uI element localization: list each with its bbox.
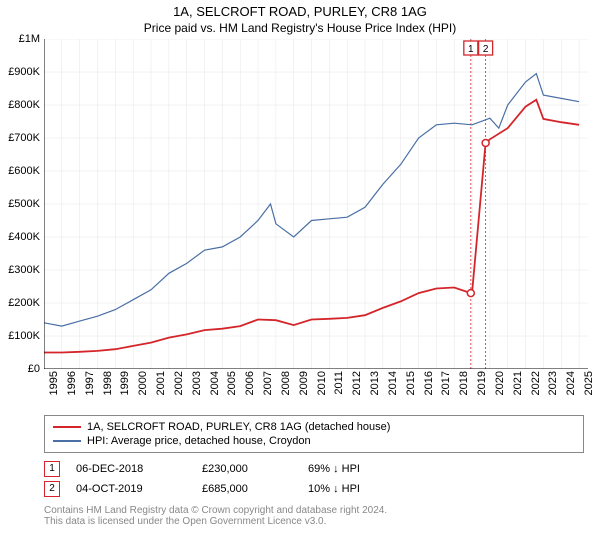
x-axis-label: 2007 <box>262 371 274 395</box>
x-axis-label: 2019 <box>476 371 488 395</box>
legend-swatch <box>53 440 81 442</box>
sale-row: 2 04-OCT-2019 £685,000 10% ↓ HPI <box>44 479 584 499</box>
x-axis-labels: 1995 1996 1997 1998 1999 2000 2001 2002 2003 2004… <box>44 369 588 409</box>
x-axis-label: 2025 <box>583 371 595 395</box>
x-axis-label: 2012 <box>351 371 363 395</box>
x-axis-label: 2006 <box>244 371 256 395</box>
y-axis-label: £700K <box>8 132 40 144</box>
y-axis-label: £900K <box>8 66 40 78</box>
x-axis-label: 2017 <box>440 371 452 395</box>
chart-subtitle: Price paid vs. HM Land Registry's House … <box>0 19 600 39</box>
sale-date: 06-DEC-2018 <box>76 463 186 475</box>
sale-delta: 69% ↓ HPI <box>308 463 360 475</box>
x-axis-label: 1997 <box>84 371 96 395</box>
x-axis-label: 2021 <box>512 371 524 395</box>
svg-text:1: 1 <box>468 44 474 55</box>
x-axis-label: 1996 <box>66 371 78 395</box>
x-axis-label: 2000 <box>137 371 149 395</box>
footer: Contains HM Land Registry data © Crown c… <box>44 505 584 527</box>
legend: 1A, SELCROFT ROAD, PURLEY, CR8 1AG (deta… <box>44 415 584 453</box>
x-axis-label: 2023 <box>547 371 559 395</box>
x-axis-label: 2003 <box>191 371 203 395</box>
y-axis-label: £1M <box>19 33 40 45</box>
legend-label: 1A, SELCROFT ROAD, PURLEY, CR8 1AG (deta… <box>87 421 390 433</box>
footer-line-2: This data is licensed under the Open Gov… <box>44 516 584 527</box>
x-axis-label: 2020 <box>494 371 506 395</box>
x-axis-label: 1999 <box>119 371 131 395</box>
x-axis-label: 2010 <box>316 371 328 395</box>
x-axis-label: 1998 <box>102 371 114 395</box>
x-axis-label: 2013 <box>369 371 381 395</box>
legend-label: HPI: Average price, detached house, Croy… <box>87 435 311 447</box>
sale-delta: 10% ↓ HPI <box>308 483 360 495</box>
chart-title: 1A, SELCROFT ROAD, PURLEY, CR8 1AG <box>0 0 600 19</box>
y-axis-label: £500K <box>8 198 40 210</box>
sales-list: 1 06-DEC-2018 £230,000 69% ↓ HPI 2 04-OCT-201… <box>44 459 584 499</box>
svg-text:2: 2 <box>483 44 489 55</box>
x-axis-label: 1995 <box>48 371 60 395</box>
x-axis-label: 2008 <box>280 371 292 395</box>
sale-marker: 2 <box>44 481 60 497</box>
x-axis-label: 2005 <box>226 371 238 395</box>
sale-row: 1 06-DEC-2018 £230,000 69% ↓ HPI <box>44 459 584 479</box>
x-axis-label: 2002 <box>173 371 185 395</box>
legend-row: 1A, SELCROFT ROAD, PURLEY, CR8 1AG (deta… <box>53 420 575 434</box>
x-axis-label: 2004 <box>209 371 221 395</box>
x-axis-label: 2018 <box>458 371 470 395</box>
y-axis-label: £300K <box>8 264 40 276</box>
sale-price: £685,000 <box>202 483 292 495</box>
y-axis-label: £600K <box>8 165 40 177</box>
x-axis-label: 2009 <box>298 371 310 395</box>
y-axis-label: £200K <box>8 297 40 309</box>
x-axis-label: 2001 <box>155 371 167 395</box>
legend-row: HPI: Average price, detached house, Croy… <box>53 434 575 448</box>
x-axis-label: 2015 <box>405 371 417 395</box>
x-axis-label: 2022 <box>530 371 542 395</box>
footer-line-1: Contains HM Land Registry data © Crown c… <box>44 505 584 516</box>
sale-date: 04-OCT-2019 <box>76 483 186 495</box>
legend-swatch <box>53 426 81 428</box>
x-axis-label: 2016 <box>423 371 435 395</box>
sale-price: £230,000 <box>202 463 292 475</box>
x-axis-label: 2014 <box>387 371 399 395</box>
y-axis-label: £400K <box>8 231 40 243</box>
x-axis-label: 2024 <box>565 371 577 395</box>
x-axis-label: 2011 <box>333 371 345 395</box>
y-axis-label: £100K <box>8 330 40 342</box>
y-axis-label: £0 <box>28 363 40 375</box>
price-chart: £0£100K£200K£300K£400K£500K£600K£700K£80… <box>44 39 588 369</box>
sale-marker: 1 <box>44 461 60 477</box>
y-axis-label: £800K <box>8 99 40 111</box>
